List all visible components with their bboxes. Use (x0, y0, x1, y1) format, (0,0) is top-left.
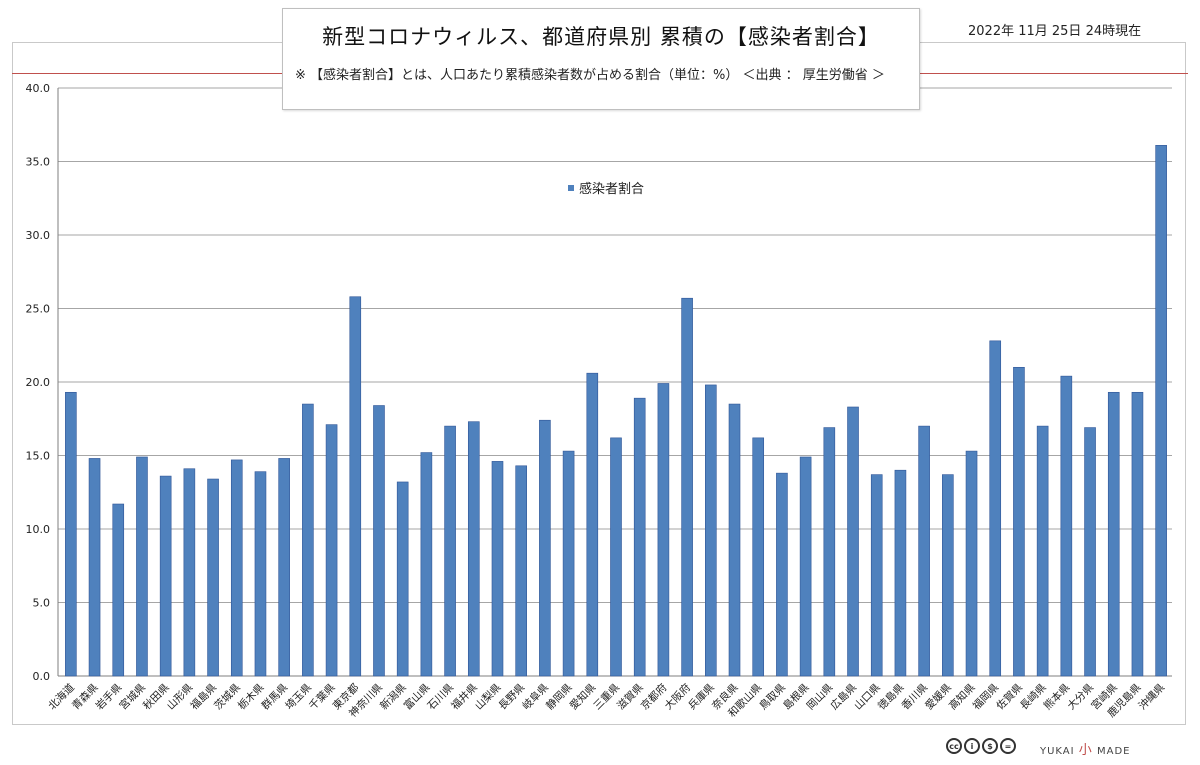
date-label: 2022年 11月 25日 24時現在 (968, 24, 1142, 39)
bar (349, 296, 362, 677)
logo-left: YUKAI (1040, 746, 1075, 757)
bar (1131, 391, 1144, 677)
bar (183, 468, 196, 677)
bar (230, 459, 243, 677)
bar (444, 425, 456, 677)
bar (918, 425, 930, 677)
bar (823, 427, 836, 677)
legend-swatch (568, 184, 574, 191)
bar (491, 461, 504, 677)
title-box: 新型コロナウィルス、都道府県別 累積の【感染者割合】 ※ 【感染者割合】とは、人… (282, 8, 920, 110)
chart-note: ※ 【感染者割合】とは、人口あたり累積感染者数が占める割合（単位：%） ＜出典 … (295, 68, 885, 83)
bar (65, 391, 77, 677)
bar (302, 403, 314, 677)
x-tick-label: 京都府 (638, 681, 669, 712)
bar (752, 437, 765, 677)
bar (633, 397, 646, 677)
cc-icon: cc (946, 738, 962, 754)
bar (681, 297, 693, 677)
nd-icon: = (1000, 738, 1016, 754)
bar (965, 450, 978, 677)
bar (1107, 391, 1120, 677)
by-icon: i (964, 738, 980, 754)
y-tick-label: 30.0 (26, 229, 51, 242)
bar (1036, 425, 1049, 677)
chart-title: 新型コロナウィルス、都道府県別 累積の【感染者割合】 (322, 25, 880, 49)
bar (278, 458, 290, 677)
bar (799, 456, 812, 677)
license-badges: cc i $ = (946, 738, 1016, 754)
legend: 感染者割合 (568, 178, 644, 197)
y-tick-label: 40.0 (26, 82, 51, 95)
y-tick-label: 10.0 (26, 523, 51, 536)
author-logo: YUKAI 小 MADE (1040, 739, 1131, 758)
x-tick-label: 沖縄県 (1136, 681, 1168, 713)
bar (112, 503, 125, 677)
bar (136, 456, 148, 677)
bar (776, 472, 788, 677)
bar (1084, 427, 1096, 677)
legend-label: 感染者割合 (579, 182, 645, 197)
bar (586, 372, 599, 677)
bar (705, 384, 717, 677)
y-tick-label: 25.0 (26, 303, 51, 316)
y-tick-label: 5.0 (33, 597, 51, 610)
bar (1013, 366, 1025, 677)
y-tick-label: 35.0 (26, 156, 51, 169)
bar (610, 437, 622, 677)
bar (467, 421, 480, 677)
bar (254, 471, 267, 677)
bar (396, 481, 409, 677)
bar (942, 474, 954, 677)
bar (420, 452, 433, 677)
bar (1060, 375, 1073, 677)
bar (562, 450, 575, 677)
y-tick-label: 0.0 (33, 670, 51, 683)
logo-mid: 小 (1078, 743, 1093, 758)
bar (325, 424, 338, 677)
bar (894, 469, 907, 677)
bar (728, 403, 741, 677)
bar (88, 458, 101, 677)
logo-right: MADE (1097, 746, 1131, 757)
bar (159, 475, 172, 677)
bar (539, 419, 551, 677)
bar (847, 406, 859, 677)
bar (989, 340, 1002, 677)
nc-icon: $ (982, 738, 998, 754)
bar (1155, 145, 1167, 677)
y-tick-label: 20.0 (26, 376, 51, 389)
bar (373, 405, 385, 677)
y-tick-label: 15.0 (26, 450, 51, 463)
bar (870, 474, 883, 677)
x-tick-label: 大阪府 (662, 681, 693, 712)
bar (657, 383, 670, 677)
bar (515, 465, 527, 677)
bar (207, 478, 219, 677)
